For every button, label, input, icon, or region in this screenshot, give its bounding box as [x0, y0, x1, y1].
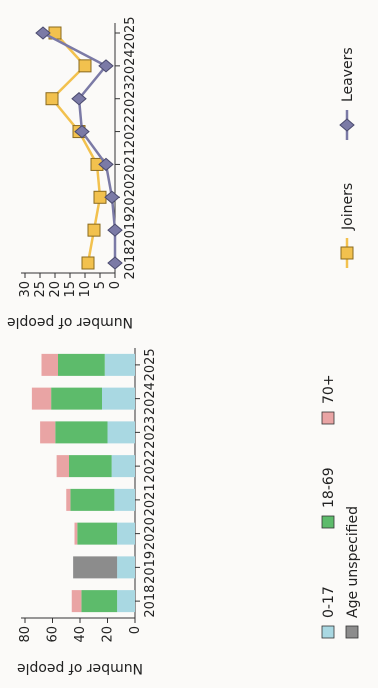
legend-swatch [322, 626, 334, 638]
bar-segment [75, 523, 78, 545]
legend-label: Leavers [340, 47, 356, 102]
bar-segment [112, 455, 135, 477]
line-x-tick-label: 2021 [123, 148, 138, 181]
bar-segment [55, 421, 107, 443]
bar-y-axis-title: Number of people [17, 660, 143, 676]
bar-segment [117, 590, 135, 612]
bar-y-tick-label: 60 [46, 626, 61, 643]
bar-segment [72, 590, 82, 612]
line-y-tick-label: 30 [18, 281, 33, 298]
legend-swatch [346, 626, 358, 638]
line-y-tick-label: 0 [108, 281, 123, 289]
bar-segment [117, 556, 135, 578]
bar-x-tick-label: 2018 [143, 585, 158, 618]
bar-segment [70, 489, 114, 511]
legend-swatch [322, 516, 334, 528]
line-x-tick-label: 2023 [123, 82, 138, 115]
line-x-tick-label: 2019 [123, 214, 138, 247]
joiners-point [79, 60, 91, 72]
bar-segment [40, 421, 55, 443]
line-x-tick-label: 2022 [123, 115, 138, 148]
line-x-tick-label: 2024 [123, 49, 138, 82]
bar-segment [102, 388, 135, 410]
joiners-point [88, 224, 100, 236]
bar-segment [73, 556, 117, 578]
legend-swatch [322, 412, 334, 424]
bar-x-tick-label: 2025 [143, 348, 158, 381]
joiners-point [46, 93, 58, 105]
legend-marker [340, 119, 354, 131]
bar-segment [69, 455, 112, 477]
bar-y-tick-label: 20 [101, 626, 116, 643]
joiners-point [82, 257, 94, 269]
legend-label: Joiners [340, 183, 356, 231]
legend-label: 18-69 [321, 467, 337, 508]
bar-segment [108, 421, 136, 443]
legend-label: 70+ [321, 374, 337, 404]
line-x-tick-label: 2025 [123, 16, 138, 49]
line-y-tick-label: 10 [78, 281, 93, 298]
bar-x-tick-label: 2024 [143, 382, 158, 415]
bar-segment [66, 489, 70, 511]
bar-x-tick-label: 2019 [143, 551, 158, 584]
bar-x-tick-label: 2023 [143, 416, 158, 449]
bar-segment [57, 455, 69, 477]
line-y-tick-label: 20 [48, 281, 63, 298]
bar-segment [51, 388, 102, 410]
line-y-tick-label: 5 [93, 281, 108, 289]
leavers-point [105, 191, 119, 203]
bar-x-tick-label: 2020 [143, 517, 158, 550]
line-x-tick-label: 2018 [123, 246, 138, 279]
bar-y-tick-label: 40 [73, 626, 88, 643]
bar-segment [105, 354, 135, 376]
line-y-tick-label: 25 [33, 281, 48, 298]
leavers-point [108, 257, 122, 269]
line-y-axis-title: Number of people [7, 314, 133, 330]
bar-x-tick-label: 2021 [143, 483, 158, 516]
bar-segment [58, 354, 105, 376]
bar-y-tick-label: 0 [128, 626, 143, 634]
bar-segment [114, 489, 135, 511]
line-y-tick-label: 15 [63, 281, 78, 298]
bar-segment [77, 523, 117, 545]
bar-segment [42, 354, 59, 376]
bar-segment [32, 388, 51, 410]
legend-marker [341, 247, 353, 259]
legend-label: Age unspecified [345, 506, 361, 618]
bar-y-tick-label: 80 [18, 626, 33, 643]
bar-x-tick-label: 2022 [143, 450, 158, 483]
leavers-point [36, 27, 50, 39]
line-x-tick-label: 2020 [123, 181, 138, 214]
leavers-point [108, 224, 122, 236]
legend-label: 0-17 [321, 586, 337, 618]
bar-segment [117, 523, 135, 545]
joiners-point [94, 191, 106, 203]
bar-segment [81, 590, 117, 612]
